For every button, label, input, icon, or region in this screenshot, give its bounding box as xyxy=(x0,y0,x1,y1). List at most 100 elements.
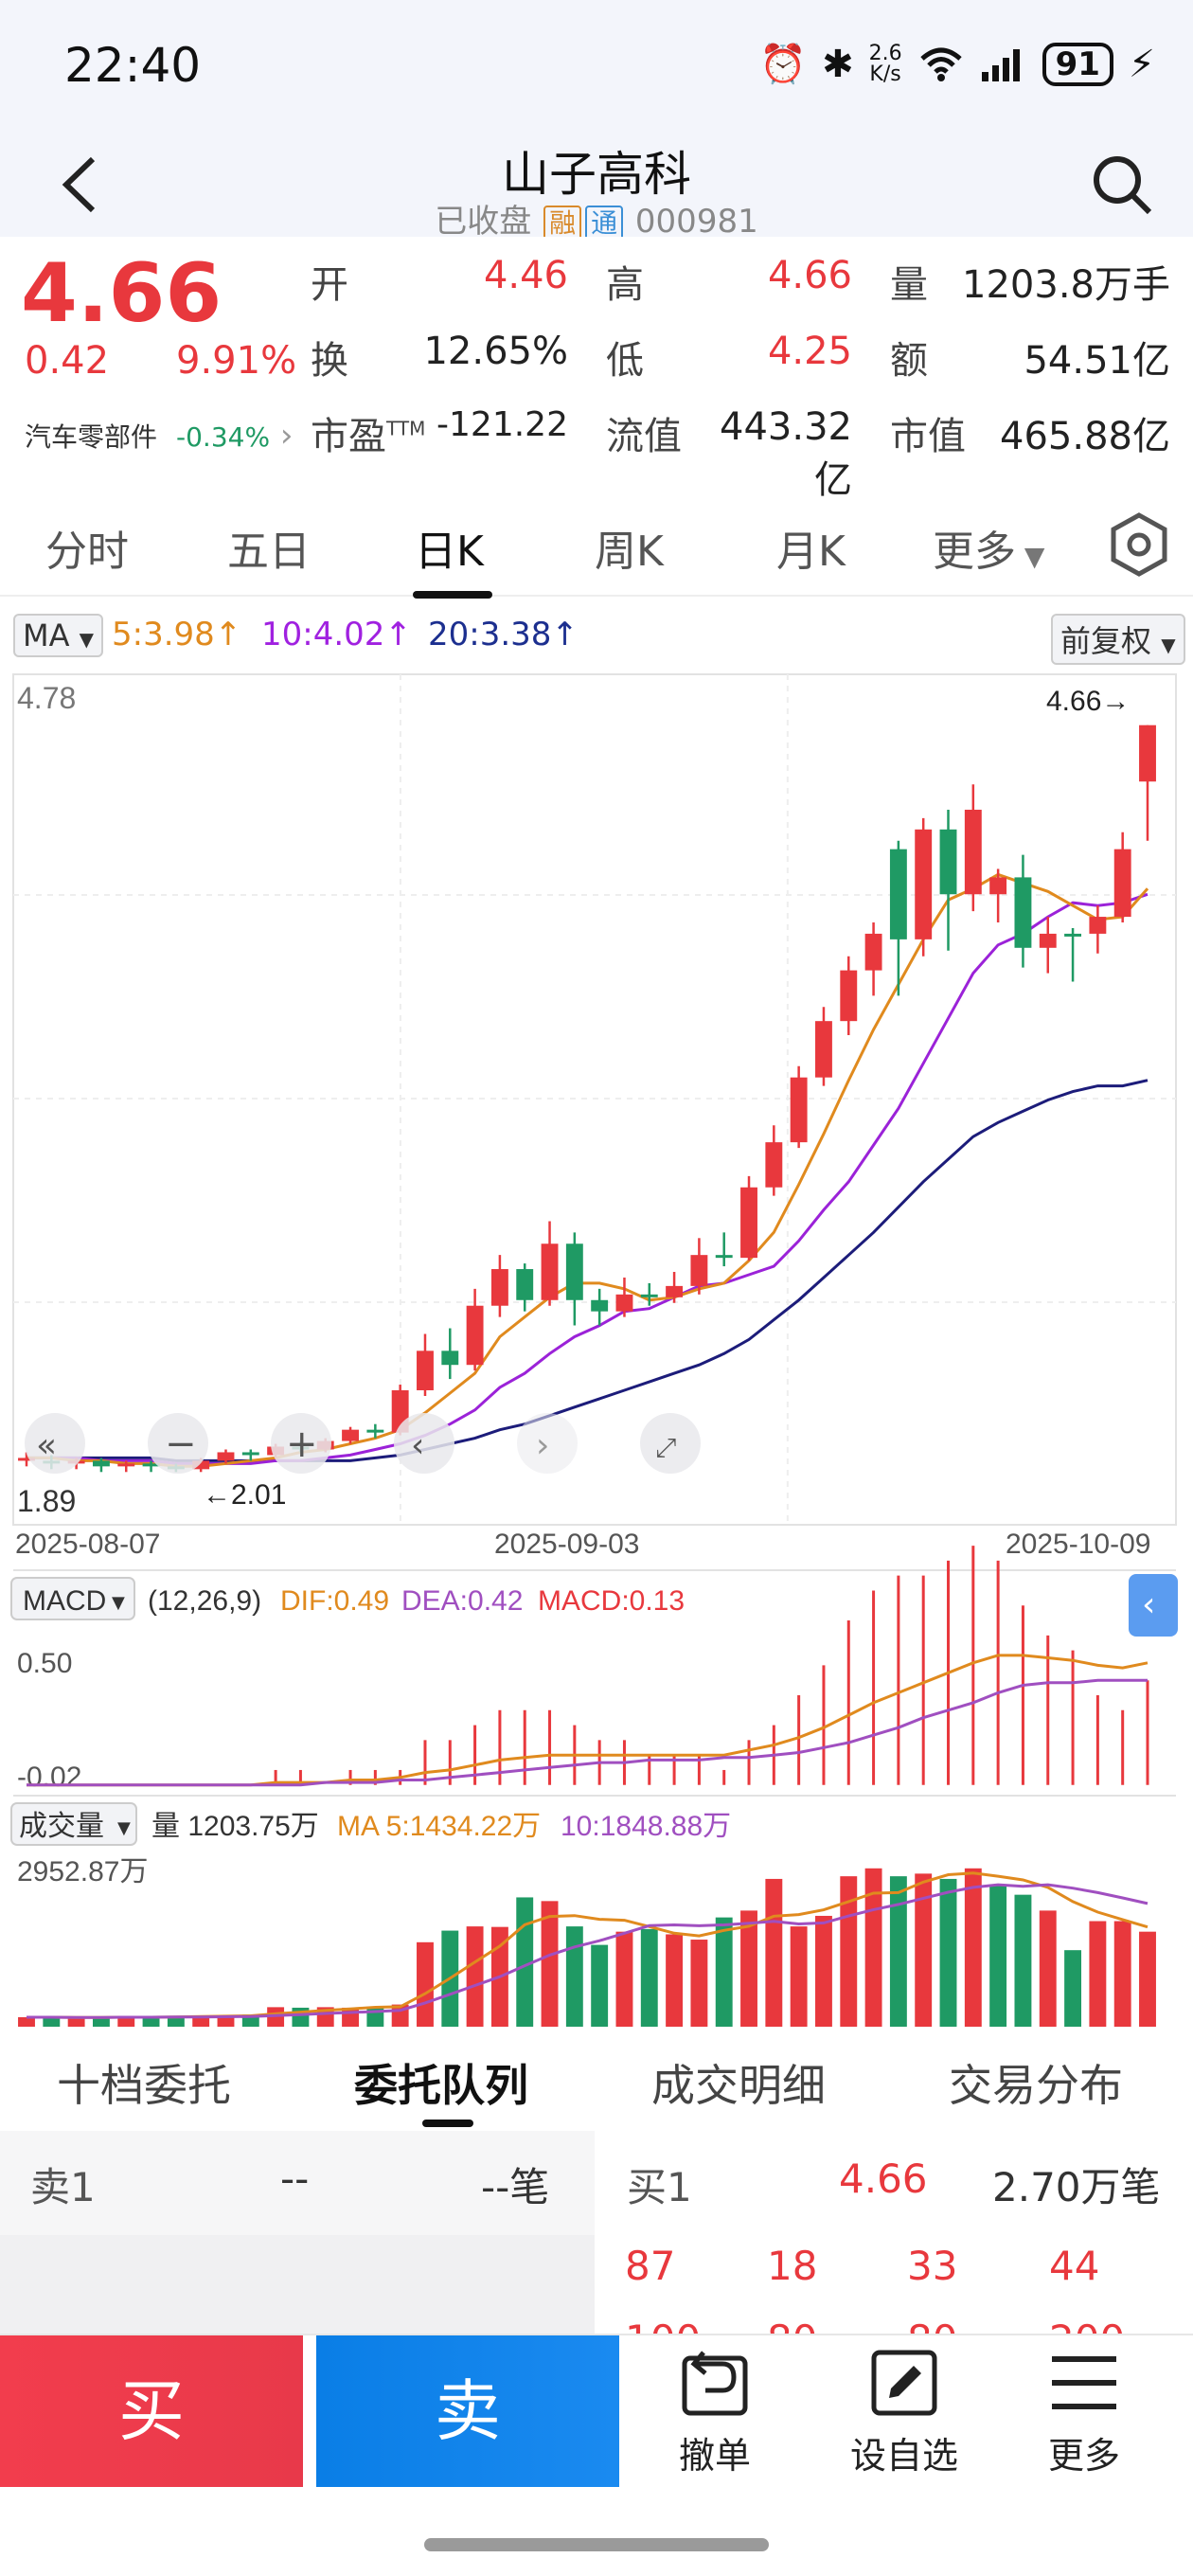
volume-bar xyxy=(43,2016,61,2027)
volume-bar xyxy=(740,1910,757,2027)
industry-link[interactable]: 汽车零部件 xyxy=(25,417,157,455)
buy-button[interactable]: 买 xyxy=(0,2335,303,2487)
add-watchlist-button[interactable]: 设自选 xyxy=(833,2345,975,2478)
battery-indicator: 91 xyxy=(1042,42,1113,86)
stock-name: 山子高科 xyxy=(502,147,691,202)
turnover-value: 12.65% xyxy=(423,330,568,373)
macd-chip-label: MACD xyxy=(23,1585,106,1617)
buy1-label: 买1 xyxy=(627,2164,692,2210)
macd-selector[interactable] xyxy=(10,1577,135,1620)
stock-code: 000981 xyxy=(634,203,758,241)
chevron-left-icon: ‹ xyxy=(1142,1585,1155,1624)
trade-bar: 买 卖 撤单 设自选 更多 xyxy=(0,2334,1193,2495)
chart-settings-icon[interactable] xyxy=(1106,511,1172,581)
candle-body xyxy=(92,1460,110,1467)
scroll-right-button[interactable] xyxy=(517,1413,578,1474)
candle-body xyxy=(417,1351,434,1390)
candle-body xyxy=(964,809,982,895)
tab-daily-k[interactable]: 日K xyxy=(415,528,484,576)
status-bar: 22:40 ⏰ ✱ 2.6 K/s 91 ⚡ xyxy=(0,0,1193,133)
ma-selector[interactable]: MA ▼ xyxy=(13,614,104,657)
volume-bar xyxy=(92,2016,110,2027)
wifi-icon xyxy=(919,47,962,81)
float-cap-value: 443.32亿 xyxy=(720,405,852,502)
tab-more[interactable]: 更多 ▼ xyxy=(933,528,1045,576)
stock-subtitle: 已收盘 融通 000981 xyxy=(0,195,1193,242)
macd-dea: DEA:0.42 xyxy=(401,1585,523,1617)
alarm-icon: ⏰ xyxy=(759,43,808,86)
candle-body xyxy=(1064,933,1082,937)
back-icon[interactable] xyxy=(57,152,104,234)
volume-bar xyxy=(167,2015,185,2027)
order-tab-underline xyxy=(422,2120,473,2127)
volume-bar xyxy=(915,1873,933,2027)
candle-body xyxy=(117,1463,135,1467)
candle-body xyxy=(790,1077,808,1143)
market-cap-value: 465.88亿 xyxy=(1000,415,1170,458)
candle-body xyxy=(366,1429,384,1433)
candle-body xyxy=(889,849,907,939)
search-icon[interactable] xyxy=(1089,152,1155,222)
scroll-left-fast-button[interactable] xyxy=(25,1413,85,1474)
ma20-line xyxy=(27,1079,1148,1462)
turnover-label: 换 xyxy=(311,339,348,383)
candle-body xyxy=(864,933,882,971)
zoom-out-button[interactable] xyxy=(148,1413,208,1474)
side-panel-toggle[interactable] xyxy=(1129,1574,1178,1637)
y-min-label: 1.89 xyxy=(17,1484,76,1518)
candlesticks xyxy=(18,724,1156,1473)
tab-monthly-k[interactable]: 月K xyxy=(776,528,846,576)
volume-bar xyxy=(939,1878,957,2027)
tab-ten-level[interactable]: 十档委托 xyxy=(57,2060,231,2111)
queue-item: 87 xyxy=(625,2243,676,2289)
minus-icon: − xyxy=(165,1422,197,1466)
tab-trade-distribution[interactable]: 交易分布 xyxy=(949,2060,1123,2111)
margin-tag: 融 xyxy=(543,205,582,242)
undo-icon xyxy=(644,2345,786,2421)
ma10-value: 10:4.02↑ xyxy=(261,616,412,653)
home-indicator[interactable] xyxy=(424,2538,769,2551)
date-label-start: 2025-08-07 xyxy=(15,1529,160,1560)
candle-body xyxy=(840,970,858,1022)
scroll-left-button[interactable] xyxy=(394,1413,454,1474)
candle-body xyxy=(441,1351,459,1366)
more-button[interactable]: 更多 xyxy=(1013,2345,1155,2478)
ma20-value: 20:3.38↑ xyxy=(428,616,579,653)
menu-icon xyxy=(1013,2345,1155,2421)
volume-bar xyxy=(1139,1931,1156,2027)
volume-bar xyxy=(1014,1894,1032,2027)
volume-ma10: 10:1848.88万 xyxy=(561,1811,731,1842)
volume-selector[interactable] xyxy=(10,1802,137,1846)
adjust-selector[interactable]: 前复权 ▼ xyxy=(1051,614,1185,665)
volume-bar xyxy=(366,2006,384,2027)
candle-body xyxy=(241,1452,259,1456)
ma5-value: 5:3.98↑ xyxy=(112,616,242,653)
zoom-in-button[interactable] xyxy=(271,1413,331,1474)
tab-trade-detail[interactable]: 成交明细 xyxy=(651,2060,826,2111)
tab-five-day[interactable]: 五日 xyxy=(227,528,311,576)
industry-name: 汽车零部件 xyxy=(25,421,158,453)
tab-order-queue[interactable]: 委托队列 xyxy=(354,2060,528,2111)
last-price: 4.66 xyxy=(21,246,223,341)
stock-charts[interactable]: 4.78 1.89 4.66→ ←2.01 « − + ‹ › ⤢ 2025-0… xyxy=(0,663,1193,2036)
macd-chip-caret: ▼ xyxy=(112,1593,125,1613)
candle-body xyxy=(18,1458,35,1461)
candle-body xyxy=(989,877,1007,895)
volume-bar xyxy=(815,1915,832,2027)
amount-label: 额 xyxy=(890,339,928,383)
ma-legend: MA ▼ 5:3.98↑ 10:4.02↑ 20:3.38↑ 前复权 ▼ xyxy=(0,606,1193,665)
candle-body xyxy=(342,1429,359,1441)
ma20-path xyxy=(27,1079,1148,1462)
volume-bar xyxy=(1064,1950,1082,2027)
edit-icon xyxy=(833,2345,975,2421)
industry-change: -0.34% › xyxy=(176,417,294,455)
cancel-order-button[interactable]: 撤单 xyxy=(644,2345,786,2478)
tab-weekly-k[interactable]: 周K xyxy=(595,528,664,576)
sell-button[interactable]: 卖 xyxy=(316,2335,619,2487)
fullscreen-button[interactable] xyxy=(640,1413,701,1474)
chevron-right-icon: › xyxy=(536,1426,549,1465)
tab-intraday[interactable]: 分时 xyxy=(45,528,129,576)
high-price-marker: 4.66→ xyxy=(1046,686,1130,717)
open-value: 4.46 xyxy=(483,254,568,297)
candle-body xyxy=(715,1255,733,1259)
